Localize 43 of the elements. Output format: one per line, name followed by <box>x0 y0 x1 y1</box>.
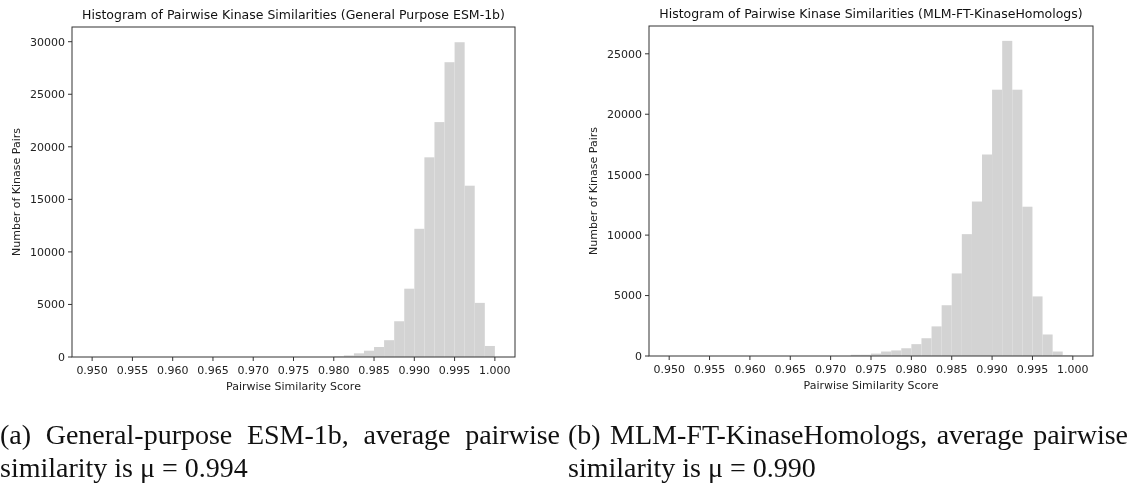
y-tick-label: 25000 <box>30 88 65 102</box>
x-tick-label: 0.990 <box>976 363 1008 376</box>
y-tick-label: 25000 <box>607 47 642 61</box>
x-tick-label: 0.995 <box>1016 363 1049 376</box>
x-tick-label: 0.985 <box>935 363 968 376</box>
y-tick-label: 10000 <box>30 245 65 259</box>
y-tick-label: 15000 <box>30 193 65 207</box>
y-tick-label: 20000 <box>30 140 65 154</box>
x-tick-label: 0.960 <box>734 363 766 376</box>
x-tick-label: 0.950 <box>653 363 685 376</box>
x-tick-label: 0.955 <box>693 363 726 376</box>
x-tick-label: 0.995 <box>438 364 471 377</box>
y-tick-label: 10000 <box>607 228 642 242</box>
x-tick-label: 0.965 <box>197 364 229 377</box>
x-tick-label: 0.955 <box>116 364 149 377</box>
chart-title: Histogram of Pairwise Kinase Similarities (General Purpose ESM-1b) <box>82 7 505 22</box>
x-tick-label: 1.000 <box>479 364 511 377</box>
y-axis-title: Number of Kinase Pairs <box>587 126 600 255</box>
x-axis-title: Pairwise Similarity Score <box>803 379 939 392</box>
text: (b) MLM-FT-KinaseHomologs, average pairwise similarity is μ = 0.990 <box>568 418 1128 484</box>
y-tick-label: 20000 <box>607 108 642 122</box>
x-tick-label: 0.980 <box>318 364 350 377</box>
x-axis-title: Pairwise Similarity Score <box>226 380 362 393</box>
x-tick-label: 0.980 <box>895 363 928 376</box>
y-tick-label: 5000 <box>614 289 642 303</box>
x-tick-label: 0.985 <box>358 364 390 377</box>
y-tick-label: 30000 <box>30 35 65 49</box>
x-tick-label: 0.965 <box>774 363 807 376</box>
y-tick-label: 5000 <box>37 298 65 312</box>
y-axis-title: Number of Kinase Pairs <box>10 127 23 256</box>
y-tick-label: 0 <box>635 349 642 363</box>
y-tick-label: 15000 <box>607 168 642 182</box>
y-tick-label: 0 <box>58 350 65 364</box>
text: (a) General-purpose ESM-1b, average pairwise similarity is μ = 0.994 <box>0 418 560 484</box>
chart-title: Histogram of Pairwise Kinase Similarities (MLM-FT-KinaseHomologs) <box>659 6 1083 21</box>
x-tick-label: 0.990 <box>398 364 431 377</box>
x-tick-label: 0.975 <box>855 363 887 376</box>
x-tick-label: 0.950 <box>76 364 108 377</box>
x-tick-label: 0.970 <box>814 363 847 376</box>
x-tick-label: 1.000 <box>1057 363 1089 376</box>
x-tick-label: 0.970 <box>237 364 269 377</box>
x-tick-label: 0.975 <box>277 364 310 377</box>
x-tick-label: 0.960 <box>156 364 189 377</box>
